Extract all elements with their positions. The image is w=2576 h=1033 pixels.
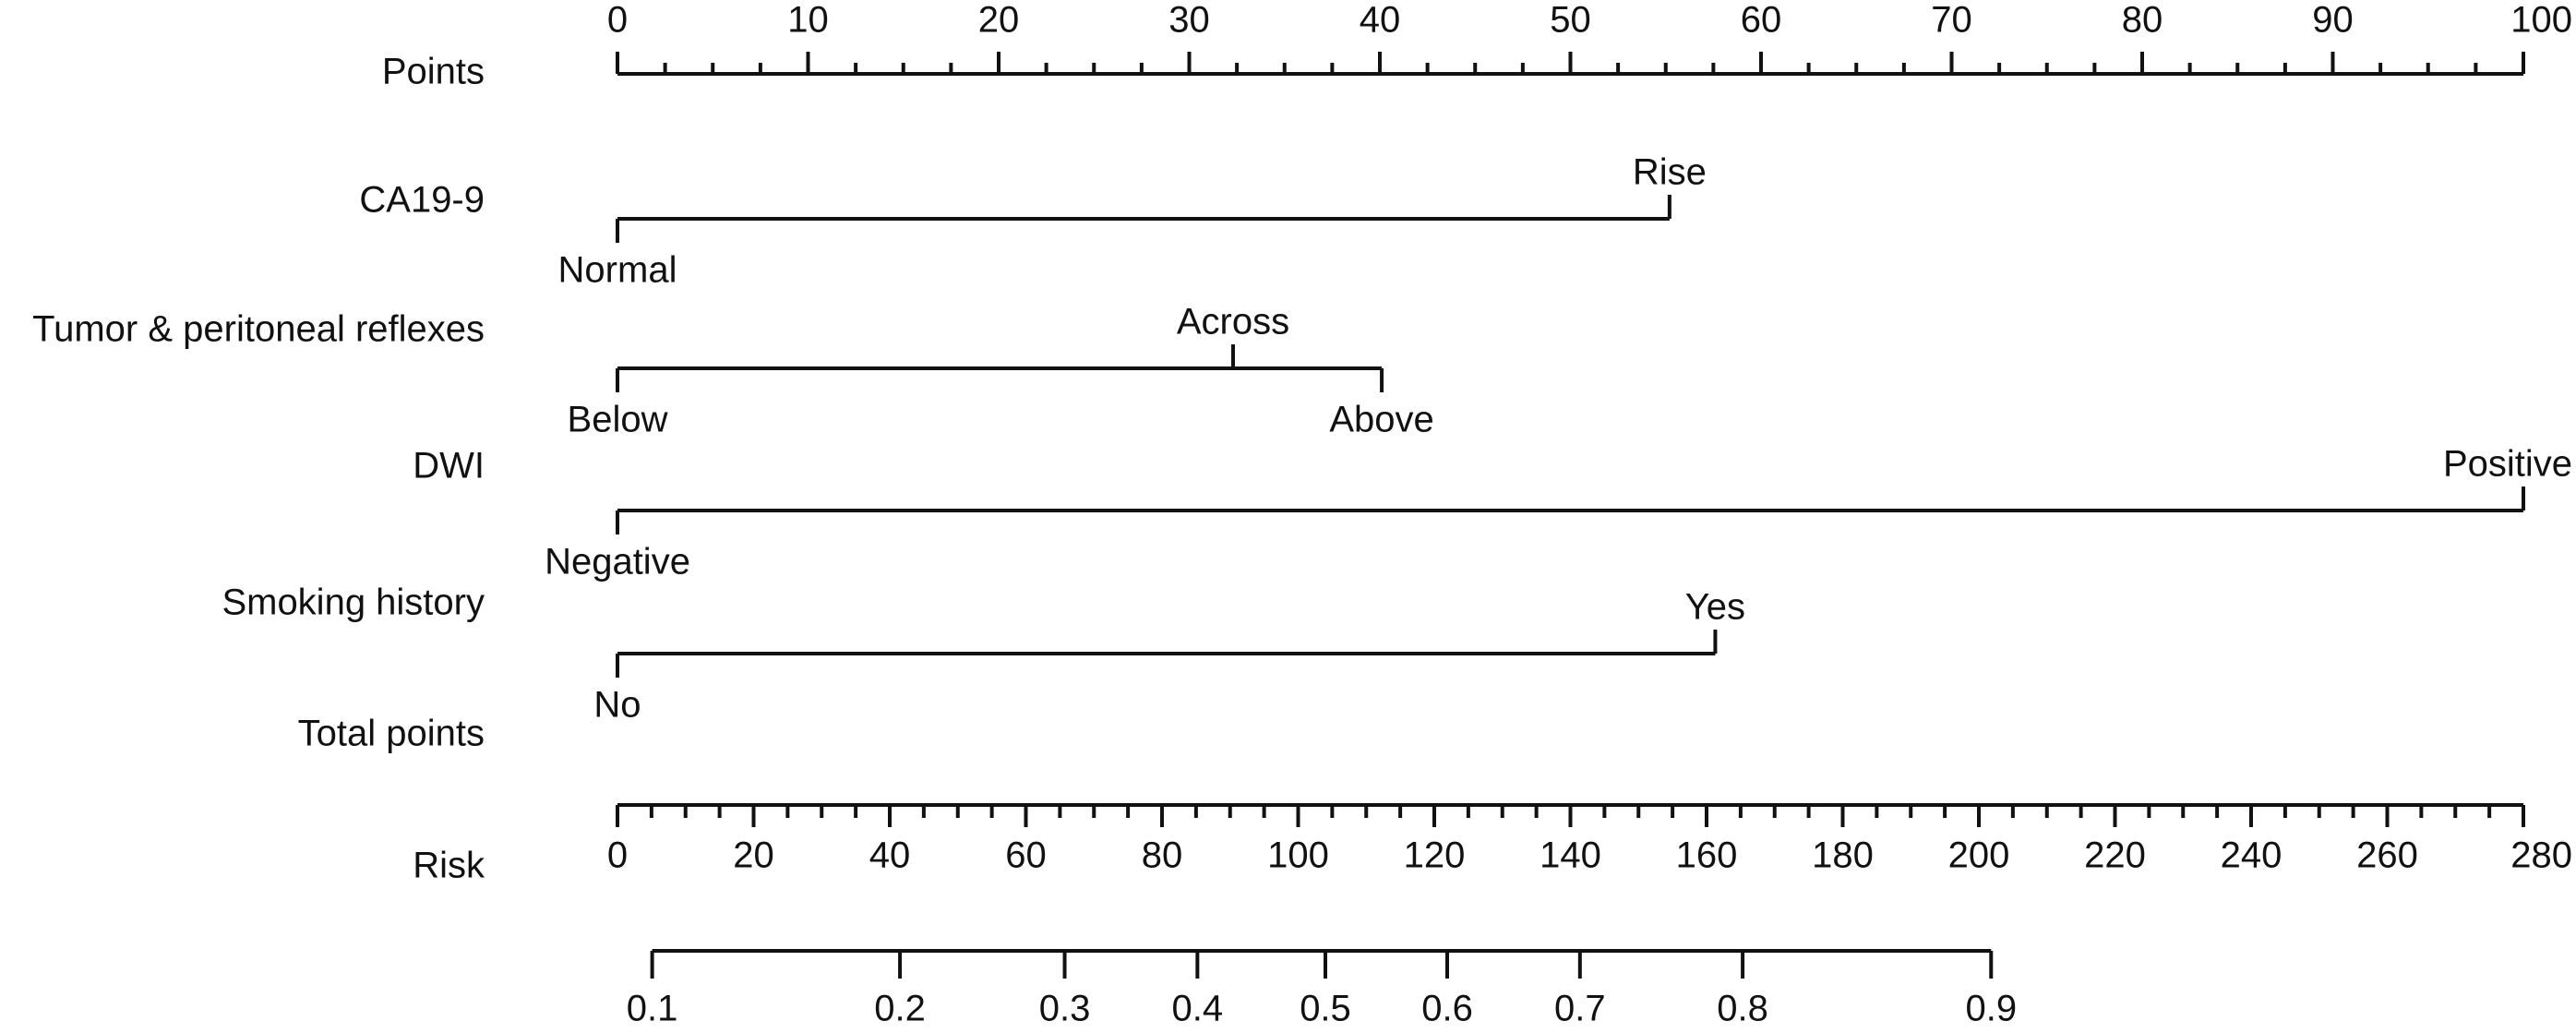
- tick-label: 200: [1948, 835, 2010, 876]
- level-label: Negative: [545, 542, 690, 583]
- tick-label: 20: [733, 835, 774, 876]
- tick-label: 0.7: [1554, 989, 1606, 1029]
- level-label: Rise: [1633, 152, 1707, 193]
- tick-label: 40: [1360, 0, 1401, 41]
- level-label: No: [593, 685, 641, 726]
- tick-label: 0: [607, 835, 628, 876]
- tick-label: 80: [2122, 0, 2163, 41]
- row-label: Points: [382, 52, 485, 92]
- tick-label: 30: [1168, 0, 1210, 41]
- tick-label: 260: [2356, 835, 2418, 876]
- tick-label: 0.4: [1172, 989, 1224, 1029]
- tick-label: 140: [1540, 835, 1601, 876]
- tick-label: 120: [1404, 835, 1466, 876]
- row-label: Risk: [413, 846, 485, 886]
- tick-label: 0.3: [1039, 989, 1091, 1029]
- tick-label: 0.6: [1421, 989, 1473, 1029]
- row-label: Smoking history: [222, 583, 485, 623]
- tick-label: 60: [1741, 0, 1782, 41]
- tick-label: 90: [2312, 0, 2354, 41]
- level-label: Below: [568, 400, 668, 440]
- tick-label: 0: [607, 0, 628, 41]
- tick-label: 80: [1142, 835, 1183, 876]
- level-label: Across: [1177, 302, 1289, 342]
- tick-label: 240: [2221, 835, 2282, 876]
- tick-label: 50: [1550, 0, 1591, 41]
- tick-label: 40: [869, 835, 911, 876]
- tick-label: 20: [978, 0, 1020, 41]
- tick-label: 0.9: [1965, 989, 2017, 1029]
- tick-label: 100: [1267, 835, 1329, 876]
- tick-label: 0.8: [1717, 989, 1768, 1029]
- level-label: Normal: [558, 250, 677, 291]
- tick-label: 180: [1812, 835, 1874, 876]
- tick-label: 60: [1005, 835, 1047, 876]
- tick-label: 220: [2084, 835, 2146, 876]
- level-label: Positive: [2443, 444, 2572, 485]
- tick-label: 0.2: [874, 989, 926, 1029]
- row-label: Total points: [298, 714, 485, 754]
- tick-label: 0.5: [1300, 989, 1351, 1029]
- row-label: CA19-9: [359, 180, 485, 221]
- tick-label: 0.1: [627, 989, 678, 1029]
- tick-label: 160: [1676, 835, 1738, 876]
- row-label: Tumor & peritoneal reflexes: [32, 309, 485, 350]
- level-label: Yes: [1685, 587, 1745, 628]
- tick-label: 70: [1931, 0, 1972, 41]
- tick-label: 10: [787, 0, 829, 41]
- tick-label: 100: [2510, 0, 2572, 41]
- tick-label: 280: [2510, 835, 2572, 876]
- level-label: Above: [1329, 400, 1433, 440]
- row-label: DWI: [413, 446, 485, 486]
